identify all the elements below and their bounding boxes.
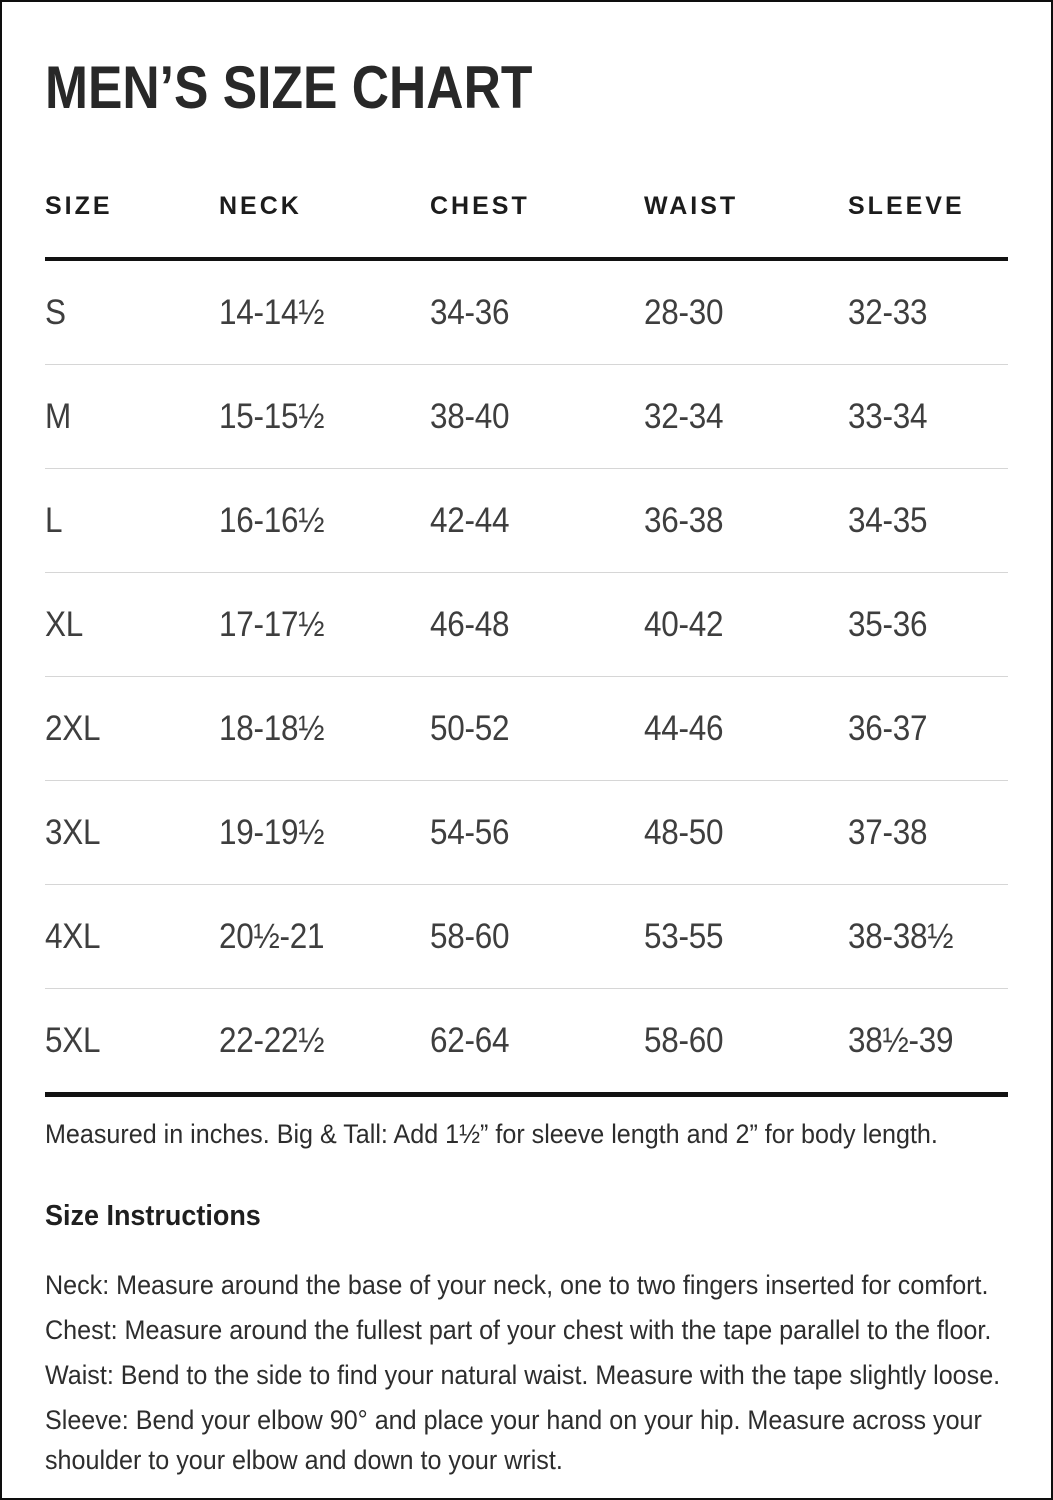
table-header-row: SIZE NECK CHEST WAIST SLEEVE [45, 192, 1008, 261]
page-title: MEN’S SIZE CHART [45, 54, 533, 121]
cell-neck: 18-18½ [219, 708, 325, 748]
cell-neck: 22-22½ [219, 1020, 325, 1060]
instruction-item-chest: Chest: Measure around the fullest part o… [45, 1315, 992, 1346]
cell-chest: 38-40 [430, 396, 510, 436]
cell-waist: 32-34 [644, 396, 724, 436]
cell-chest: 46-48 [430, 604, 510, 644]
cell-size: S [45, 292, 66, 332]
cell-waist: 40-42 [644, 604, 724, 644]
cell-neck: 15-15½ [219, 396, 325, 436]
cell-waist: 28-30 [644, 292, 724, 332]
cell-chest: 34-36 [430, 292, 510, 332]
cell-neck: 17-17½ [219, 604, 325, 644]
cell-sleeve: 33-34 [848, 396, 928, 436]
measurement-footnote: Measured in inches. Big & Tall: Add 1½” … [45, 1119, 938, 1149]
cell-chest: 58-60 [430, 916, 510, 956]
cell-size: XL [45, 604, 83, 644]
cell-size: 4XL [45, 916, 101, 956]
cell-size: 3XL [45, 812, 101, 852]
instruction-item-waist: Waist: Bend to the side to find your nat… [45, 1360, 1001, 1391]
cell-size: 2XL [45, 708, 101, 748]
cell-chest: 62-64 [430, 1020, 510, 1060]
cell-neck: 14-14½ [219, 292, 325, 332]
table-row-2xl: 2XL 18-18½ 50-52 44-46 36-37 [45, 677, 1008, 781]
size-table: SIZE NECK CHEST WAIST SLEEVE S 14-14½ 34… [45, 192, 1008, 1097]
cell-sleeve: 37-38 [848, 812, 928, 852]
cell-chest: 54-56 [430, 812, 510, 852]
table-row-4xl: 4XL 20½-21 58-60 53-55 38-38½ [45, 885, 1008, 989]
table-row-s: S 14-14½ 34-36 28-30 32-33 [45, 261, 1008, 365]
table-row-5xl: 5XL 22-22½ 62-64 58-60 38½-39 [45, 989, 1008, 1092]
header-cell-neck: NECK [219, 192, 302, 220]
table-row-xl: XL 17-17½ 46-48 40-42 35-36 [45, 573, 1008, 677]
header-cell-sleeve: SLEEVE [848, 192, 965, 220]
cell-waist: 58-60 [644, 1020, 724, 1060]
size-instructions-list: Neck: Measure around the base of your ne… [45, 1265, 1008, 1480]
cell-waist: 53-55 [644, 916, 724, 956]
cell-sleeve: 32-33 [848, 292, 928, 332]
cell-sleeve: 38-38½ [848, 916, 954, 956]
table-row-l: L 16-16½ 42-44 36-38 34-35 [45, 469, 1008, 573]
header-cell-size: SIZE [45, 192, 113, 220]
cell-waist: 44-46 [644, 708, 724, 748]
cell-sleeve: 36-37 [848, 708, 928, 748]
cell-size: 5XL [45, 1020, 101, 1060]
cell-neck: 19-19½ [219, 812, 325, 852]
cell-waist: 48-50 [644, 812, 724, 852]
cell-size: L [45, 500, 63, 540]
cell-waist: 36-38 [644, 500, 724, 540]
cell-chest: 50-52 [430, 708, 510, 748]
table-row-m: M 15-15½ 38-40 32-34 33-34 [45, 365, 1008, 469]
cell-sleeve: 38½-39 [848, 1020, 954, 1060]
cell-sleeve: 34-35 [848, 500, 928, 540]
table-body: S 14-14½ 34-36 28-30 32-33 M 15-15½ 38-4… [45, 261, 1008, 1097]
cell-chest: 42-44 [430, 500, 510, 540]
instruction-item-neck: Neck: Measure around the base of your ne… [45, 1270, 989, 1301]
size-instructions-heading: Size Instructions [45, 1200, 261, 1233]
cell-sleeve: 35-36 [848, 604, 928, 644]
table-row-3xl: 3XL 19-19½ 54-56 48-50 37-38 [45, 781, 1008, 885]
instruction-item-sleeve: Sleeve: Bend your elbow 90° and place yo… [45, 1405, 982, 1476]
header-cell-chest: CHEST [430, 192, 530, 220]
cell-size: M [45, 396, 71, 436]
cell-neck: 16-16½ [219, 500, 325, 540]
header-cell-waist: WAIST [644, 192, 739, 220]
cell-neck: 20½-21 [219, 916, 325, 956]
